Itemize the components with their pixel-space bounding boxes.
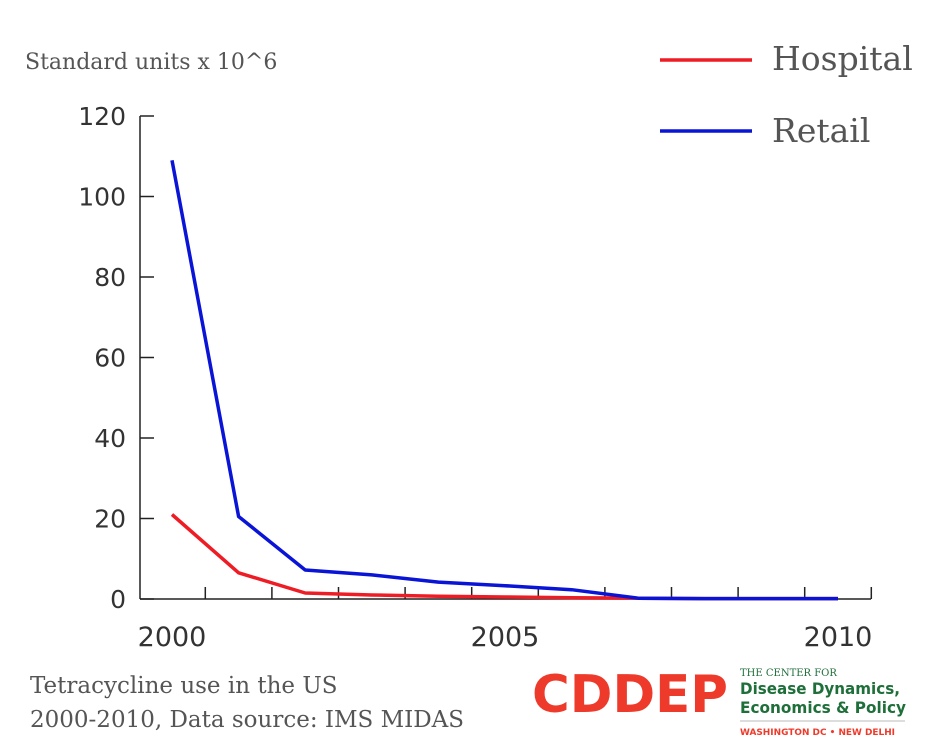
y-tick-label: 100 xyxy=(78,183,126,212)
y-tick-label: 0 xyxy=(110,585,126,614)
series-line-retail xyxy=(170,159,838,601)
legend-label-hospital: Hospital xyxy=(772,39,913,78)
y-tick-label: 80 xyxy=(94,263,126,292)
x-axis-ticks: 2000 2005 2010 xyxy=(138,587,873,653)
legend: Hospital Retail xyxy=(660,39,913,150)
legend-label-retail: Retail xyxy=(772,111,870,150)
y-axis-title: Standard units x 10^6 xyxy=(25,50,277,75)
caption: Tetracycline use in the US 2000-2010, Da… xyxy=(30,673,464,733)
logo-mark: CDDEP xyxy=(532,665,728,725)
x-tick-label: 2010 xyxy=(804,622,873,653)
y-tick-label: 120 xyxy=(78,102,126,131)
x-tick-label: 2005 xyxy=(471,622,540,653)
caption-line-1: Tetracycline use in the US xyxy=(30,673,337,699)
series-lines xyxy=(170,159,838,601)
logo-line-3: Economics & Policy xyxy=(740,698,907,717)
y-tick-label: 60 xyxy=(94,344,126,373)
logo-line-4: WASHINGTON DC • NEW DELHI xyxy=(740,728,895,738)
logo-line-1: THE CENTER FOR xyxy=(740,668,837,679)
y-tick-label: 20 xyxy=(94,505,126,534)
x-tick-label: 2000 xyxy=(138,622,207,653)
logo-line-2: Disease Dynamics, xyxy=(740,679,900,698)
y-tick-label: 40 xyxy=(94,424,126,453)
cddep-logo: CDDEP THE CENTER FOR Disease Dynamics, E… xyxy=(532,665,907,738)
y-axis-ticks: 0 20 40 60 80 100 120 xyxy=(78,102,154,614)
caption-line-2: 2000-2010, Data source: IMS MIDAS xyxy=(30,707,464,733)
